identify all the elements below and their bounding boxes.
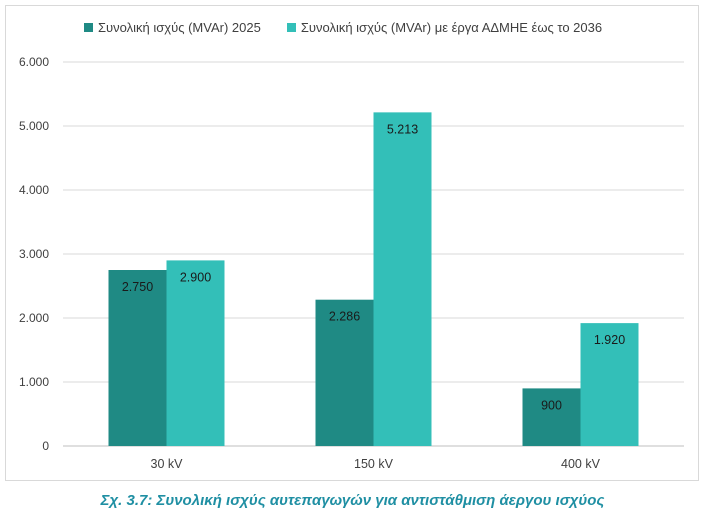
data-label: 2.286 xyxy=(329,310,360,324)
legend-label-2036: Συνολική ισχύς (MVAr) με έργα ΑΔΜΗΕ έως … xyxy=(300,20,603,35)
y-tick-label: 6.000 xyxy=(19,55,49,69)
bar-chart: 0 1.000 2.000 3.000 4.000 5.000 6.000 2.750 2.90… xyxy=(19,55,684,471)
bar-2036 xyxy=(166,260,225,446)
bar-2036 xyxy=(373,112,432,447)
legend-label-2025: Συνολική ισχύς (MVAr) 2025 xyxy=(98,20,261,35)
x-tick-label: 400 kV xyxy=(561,457,601,471)
y-tick-label: 3.000 xyxy=(19,247,49,261)
bar-2025 xyxy=(108,270,167,446)
x-tick-label: 150 kV xyxy=(354,457,394,471)
data-label: 1.920 xyxy=(594,333,625,347)
legend-item-2036: Συνολική ισχύς (MVAr) με έργα ΑΔΜΗΕ έως … xyxy=(286,20,603,35)
y-tick-label: 0 xyxy=(42,439,49,453)
legend-swatch-2036 xyxy=(286,23,296,32)
data-label: 900 xyxy=(541,398,562,412)
legend-swatch-2025 xyxy=(84,23,93,32)
x-tick-label: 30 kV xyxy=(151,457,184,471)
bar-2025 xyxy=(522,388,581,446)
bar-2025 xyxy=(315,299,374,446)
chart-frame: Συνολική ισχύς (MVAr) 2025 Συνολική ισχύ… xyxy=(5,5,699,481)
y-tick-label: 1.000 xyxy=(19,375,49,389)
bar-2036 xyxy=(580,323,639,446)
legend-item-2025: Συνολική ισχύς (MVAr) 2025 xyxy=(84,20,261,35)
y-tick-label: 5.000 xyxy=(19,119,49,133)
y-tick-label: 2.000 xyxy=(19,311,49,325)
data-label: 5.213 xyxy=(387,122,418,136)
data-label: 2.750 xyxy=(122,280,153,294)
y-tick-label: 4.000 xyxy=(19,183,49,197)
legend: Συνολική ισχύς (MVAr) 2025 Συνολική ισχύ… xyxy=(84,20,602,35)
data-label: 2.900 xyxy=(180,270,211,284)
figure-caption: Σχ. 3.7: Συνολική ισχύς αυτεπαγωγών για … xyxy=(100,492,605,509)
